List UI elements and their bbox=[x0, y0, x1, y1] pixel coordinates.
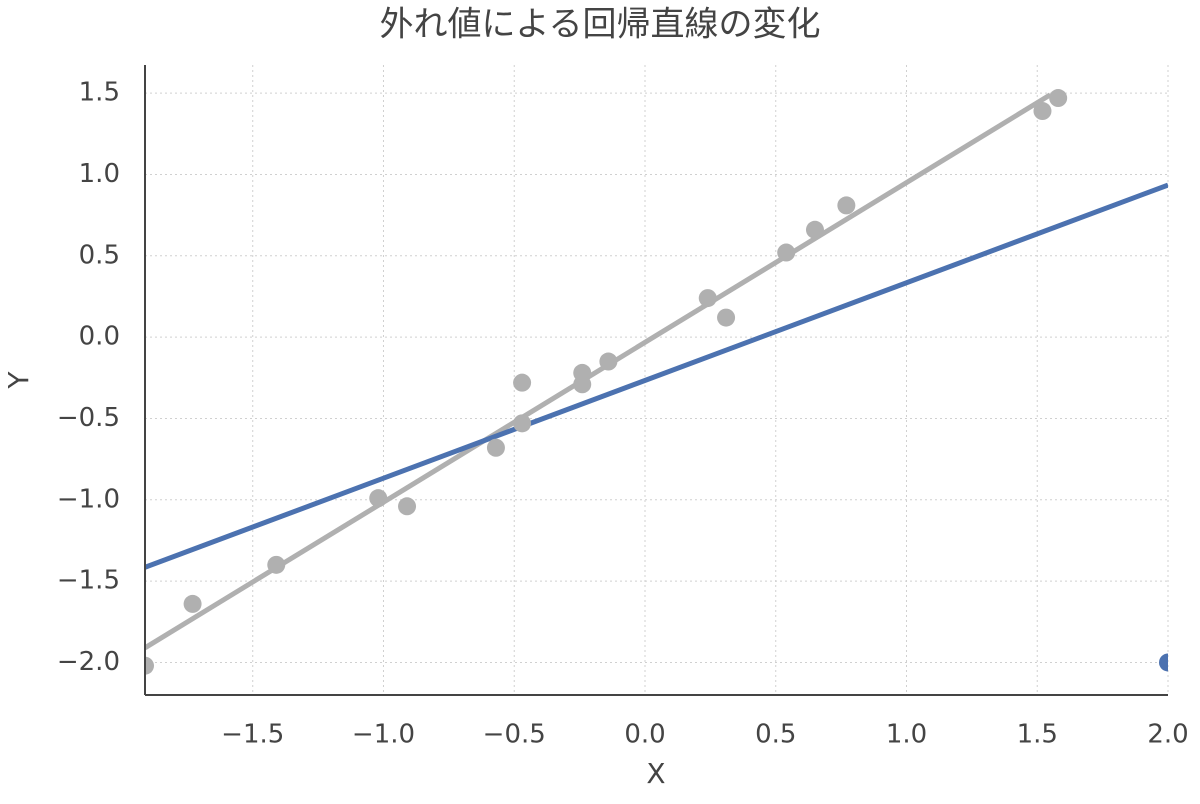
fit-line bbox=[145, 92, 1052, 650]
x-tick-label: 2.0 bbox=[1147, 720, 1188, 750]
data-point bbox=[267, 555, 286, 574]
x-tick-label: 0.0 bbox=[624, 720, 665, 750]
plot-area bbox=[145, 89, 1168, 675]
data-point bbox=[513, 414, 532, 433]
data-point bbox=[1033, 102, 1052, 121]
y-tick-label: 0.0 bbox=[79, 322, 120, 352]
fit-line bbox=[145, 182, 1168, 570]
data-point bbox=[1049, 89, 1068, 108]
x-tick-label: 1.0 bbox=[886, 720, 927, 750]
data-point bbox=[486, 438, 505, 457]
y-tick-label: 0.5 bbox=[79, 240, 120, 270]
data-point bbox=[145, 656, 154, 675]
y-tick-label: −1.0 bbox=[57, 484, 120, 514]
y-tick-label: −2.0 bbox=[57, 647, 120, 677]
data-point bbox=[717, 308, 736, 327]
x-tick-label: −0.5 bbox=[483, 720, 546, 750]
data-point bbox=[513, 373, 532, 392]
x-tick-label: −1.0 bbox=[352, 720, 415, 750]
y-tick-label: 1.5 bbox=[79, 78, 120, 108]
data-point bbox=[573, 375, 592, 394]
data-point bbox=[1159, 653, 1168, 672]
data-point bbox=[805, 220, 824, 239]
data-point bbox=[698, 289, 717, 308]
data-point bbox=[599, 352, 618, 371]
y-tick-label: −0.5 bbox=[57, 403, 120, 433]
chart-title: 外れ値による回帰直線の変化 bbox=[380, 5, 821, 45]
data-point bbox=[183, 594, 202, 613]
y-tick-label: −1.5 bbox=[57, 566, 120, 596]
y-tick-label: 1.0 bbox=[79, 159, 120, 189]
data-point bbox=[777, 243, 796, 262]
y-axis-label: Y bbox=[2, 371, 35, 390]
data-point bbox=[398, 497, 417, 516]
x-tick-label: 1.5 bbox=[1017, 720, 1058, 750]
x-tick-label: −1.5 bbox=[221, 720, 284, 750]
data-point bbox=[369, 489, 388, 508]
grid bbox=[145, 65, 1169, 695]
x-axis-label: X bbox=[646, 757, 665, 790]
data-point bbox=[837, 196, 856, 215]
x-tick-label: 0.5 bbox=[755, 720, 796, 750]
